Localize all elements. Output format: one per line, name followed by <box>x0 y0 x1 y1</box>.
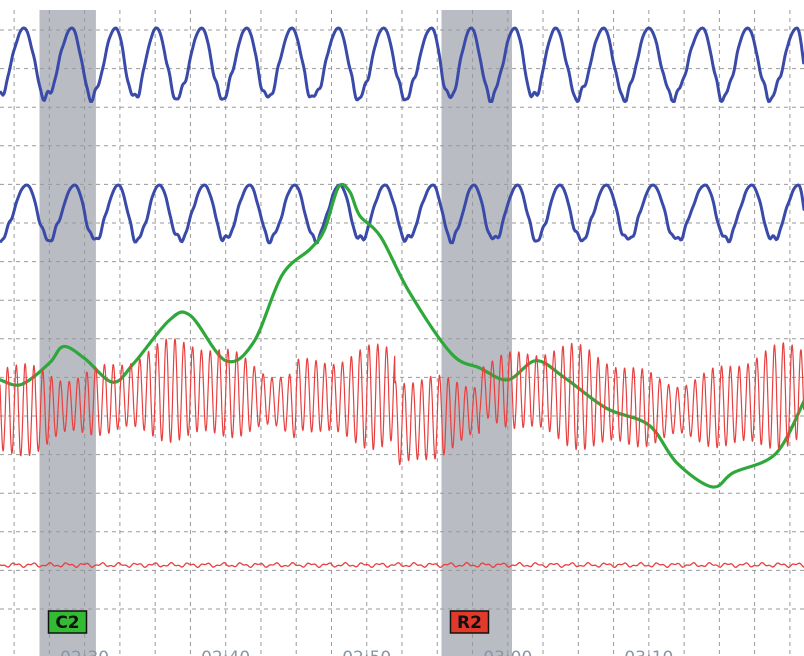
marker-box <box>47 610 88 634</box>
interval-markers: C2 R2 <box>47 610 490 634</box>
marker-label: C2 <box>55 613 79 633</box>
x-tick-label: 03:00 <box>483 648 532 656</box>
x-tick-label: 02:40 <box>201 648 250 656</box>
marker-box <box>449 610 490 634</box>
x-tick-label: 02:50 <box>342 648 391 656</box>
series-line-2 <box>0 183 804 245</box>
marker-c2: C2 <box>47 610 88 634</box>
shaded-interval-2 <box>441 10 513 656</box>
series-line-1 <box>0 26 804 103</box>
x-tick-label: 02:30 <box>60 648 109 656</box>
marker-label: R2 <box>457 613 482 633</box>
series-lines <box>0 26 804 569</box>
x-tick-label: 03:10 <box>624 648 673 656</box>
gridlines <box>0 10 804 656</box>
marker-r2: R2 <box>449 610 490 634</box>
series-line-5 <box>0 561 804 569</box>
x-axis-tick-labels: 02:30 02:40 02:50 03:00 03:10 <box>60 648 673 656</box>
series-line-4 <box>0 338 804 466</box>
